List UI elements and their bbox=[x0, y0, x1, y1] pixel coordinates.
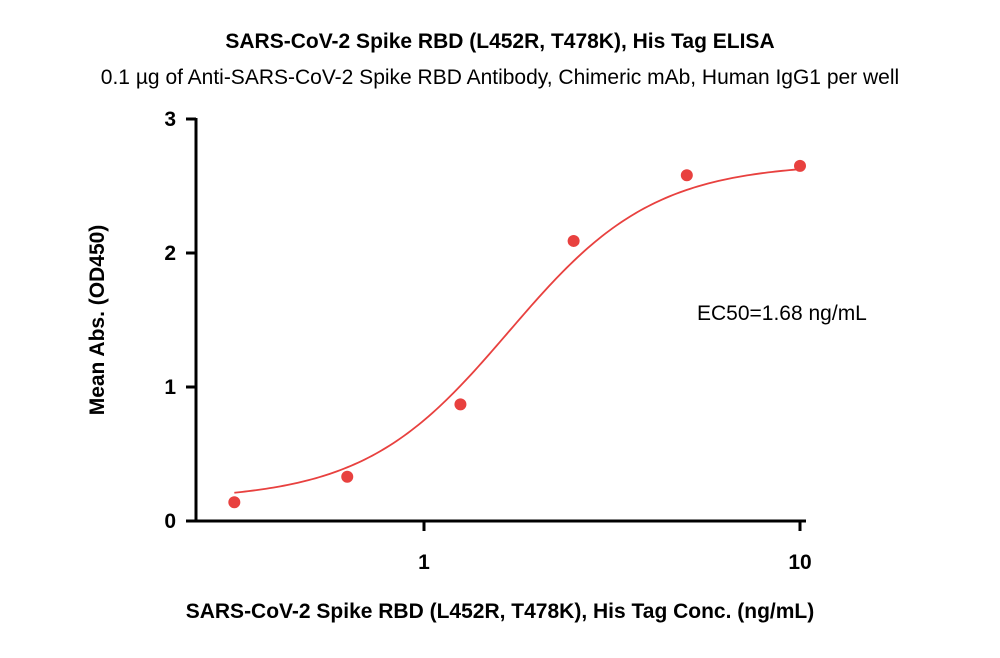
data-point bbox=[341, 470, 354, 483]
data-point bbox=[567, 234, 580, 247]
data-point bbox=[680, 169, 693, 182]
chart-title: SARS-CoV-2 Spike RBD (L452R, T478K), His… bbox=[225, 30, 775, 53]
chart-subtitle: 0.1 µg of Anti-SARS-CoV-2 Spike RBD Anti… bbox=[100, 66, 900, 89]
y-tick-label: 1 bbox=[164, 376, 176, 399]
data-point bbox=[454, 398, 467, 411]
x-tick-label: 10 bbox=[788, 551, 811, 574]
fit-curve bbox=[234, 168, 801, 494]
x-axis-label: SARS-CoV-2 Spike RBD (L452R, T478K), His… bbox=[185, 600, 815, 623]
y-tick-label: 3 bbox=[164, 108, 176, 131]
ec50-annotation: EC50=1.68 ng/mL bbox=[697, 302, 867, 325]
y-tick-label: 0 bbox=[164, 510, 176, 533]
data-point bbox=[228, 496, 241, 509]
data-point bbox=[794, 159, 806, 172]
y-tick-label: 2 bbox=[164, 242, 176, 265]
x-tick-label: 1 bbox=[418, 551, 430, 574]
